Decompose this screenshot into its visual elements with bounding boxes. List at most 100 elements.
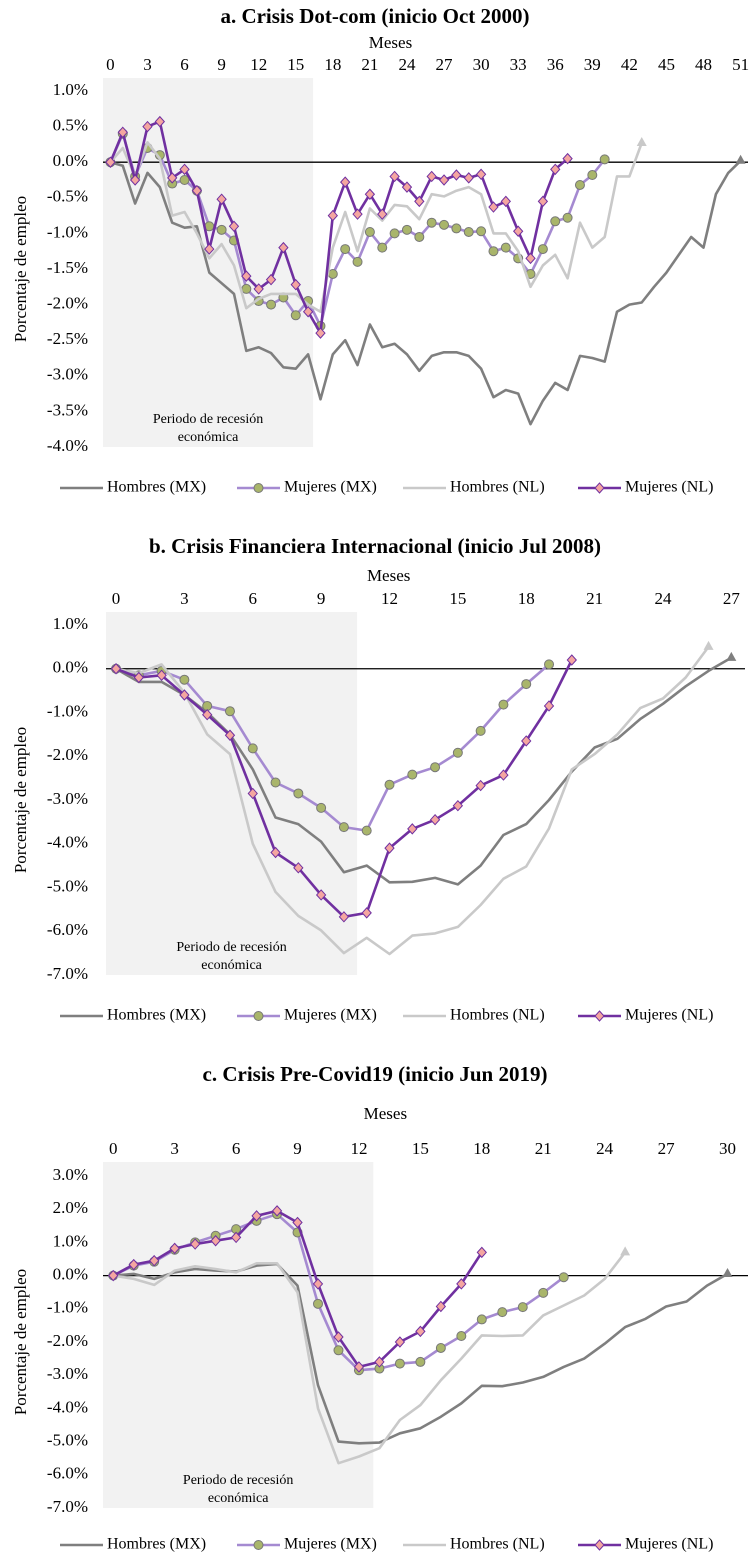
marker	[521, 679, 532, 690]
marker	[142, 120, 153, 133]
marker	[253, 1540, 264, 1550]
marker	[452, 747, 463, 758]
x-axis-title: Meses	[367, 566, 410, 585]
marker	[435, 1300, 447, 1313]
marker	[498, 699, 509, 710]
marker	[167, 172, 178, 184]
marker	[430, 762, 441, 773]
marker	[426, 217, 437, 228]
marker	[438, 174, 450, 186]
marker	[265, 273, 277, 286]
marker	[517, 1302, 528, 1313]
marker	[290, 310, 301, 321]
marker	[353, 1361, 365, 1373]
marker	[538, 1287, 549, 1298]
chart-title: b. Crisis Financiera Internacional (inic…	[149, 534, 601, 558]
marker	[377, 242, 388, 253]
marker	[451, 169, 462, 181]
legend-label: Mujeres (NL)	[625, 479, 713, 496]
marker	[247, 787, 258, 800]
x-tick-label: 24	[596, 1139, 614, 1158]
y-tick-label: -2.0%	[47, 1331, 88, 1350]
marker	[401, 224, 412, 235]
legend-label: Hombres (MX)	[107, 1536, 206, 1553]
marker	[293, 788, 304, 799]
x-tick-label: 12	[381, 589, 398, 608]
y-tick-label: -5.0%	[47, 1431, 88, 1450]
chart-title: a. Crisis Dot-com (inicio Oct 2000)	[220, 4, 529, 28]
series-line	[115, 646, 710, 956]
y-tick-label: -3.0%	[47, 1364, 88, 1383]
marker	[594, 1539, 605, 1551]
x-tick-label: 42	[621, 55, 638, 74]
x-tick-label: 12	[350, 1139, 367, 1158]
marker	[377, 208, 388, 220]
x-tick-label: 9	[217, 55, 226, 74]
marker	[338, 822, 349, 833]
y-tick-label: -6.0%	[47, 1464, 88, 1483]
marker	[241, 270, 252, 282]
marker	[204, 243, 215, 255]
y-tick-label: -4.0%	[47, 833, 88, 852]
x-tick-label: 3	[170, 1139, 179, 1158]
marker	[202, 708, 213, 721]
x-tick-label: 27	[436, 55, 454, 74]
marker	[129, 174, 141, 186]
marker	[361, 907, 372, 919]
marker	[636, 136, 647, 146]
y-tick-label: -0.5%	[47, 187, 88, 206]
recession-band	[106, 612, 358, 975]
series-line	[110, 159, 742, 426]
marker	[476, 1314, 487, 1325]
y-tick-label: -7.0%	[47, 1497, 88, 1516]
y-tick-label: -3.0%	[47, 365, 88, 384]
y-tick-label: -2.5%	[47, 329, 88, 348]
marker	[558, 1272, 569, 1283]
marker	[316, 802, 327, 813]
marker	[726, 651, 737, 661]
marker	[407, 769, 418, 780]
marker	[599, 154, 610, 165]
x-tick-label: 48	[695, 55, 712, 74]
marker	[352, 256, 363, 267]
y-tick-label: 0.0%	[53, 151, 88, 170]
x-tick-label: 3	[180, 589, 189, 608]
marker	[333, 1345, 344, 1356]
marker	[169, 1242, 180, 1255]
x-tick-label: 45	[658, 55, 675, 74]
marker	[574, 179, 585, 190]
marker	[352, 208, 363, 220]
x-tick-label: 6	[180, 55, 189, 74]
marker	[271, 1205, 283, 1217]
marker	[315, 327, 326, 339]
marker	[521, 735, 532, 747]
marker	[293, 862, 304, 874]
series-line	[112, 1251, 627, 1465]
x-tick-label: 6	[232, 1139, 241, 1158]
x-tick-label: 24	[398, 55, 416, 74]
series-line	[113, 1262, 729, 1445]
marker	[394, 1336, 406, 1348]
marker	[488, 201, 499, 213]
x-tick-label: 39	[584, 55, 601, 74]
x-tick-label: 51	[732, 55, 749, 74]
x-tick-label: 15	[287, 55, 304, 74]
recession-label: Periodo de recesión	[153, 412, 263, 427]
marker	[361, 825, 372, 836]
y-tick-label: -1.0%	[47, 222, 88, 241]
x-tick-label: 30	[719, 1139, 736, 1158]
marker	[270, 777, 281, 788]
legend-label: Mujeres (MX)	[284, 479, 377, 496]
x-tick-label: 21	[535, 1139, 552, 1158]
marker	[488, 246, 499, 257]
x-tick-label: 3	[143, 55, 152, 74]
marker	[594, 482, 605, 494]
y-tick-label: 3.0%	[53, 1165, 88, 1184]
marker	[374, 1356, 385, 1368]
marker	[117, 126, 128, 139]
marker	[179, 175, 190, 185]
y-tick-label: -3.5%	[47, 400, 88, 419]
x-tick-label: 15	[412, 1139, 429, 1158]
y-tick-label: 1.0%	[53, 80, 88, 99]
chart-title: c. Crisis Pre-Covid19 (inicio Jun 2019)	[203, 1062, 548, 1086]
